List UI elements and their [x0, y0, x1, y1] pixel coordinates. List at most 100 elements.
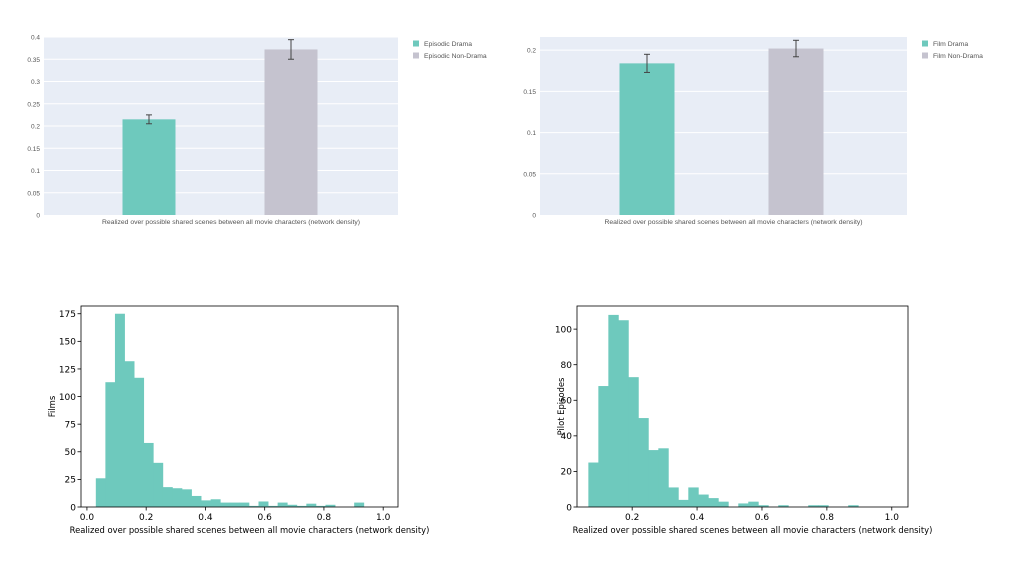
x-tick-label: 0.4: [690, 513, 705, 523]
y-tick-label: 0.05: [523, 171, 536, 178]
histogram-bin: [105, 382, 116, 507]
y-tick-label: 125: [59, 365, 76, 375]
x-tick-label: 0.8: [317, 513, 332, 523]
y-tick-label: 0.35: [27, 57, 40, 64]
y-tick-label: 80: [561, 361, 573, 371]
histogram-bin: [758, 505, 769, 507]
histogram-bin: [315, 505, 326, 507]
histogram-bin: [153, 462, 164, 507]
axes-frame: [80, 305, 399, 508]
histogram-bin: [114, 313, 125, 507]
histogram-1: 0 25 50 75 100 125 150 175 0.0 0.2 0.4 0.6 0.8 1.0 Rea…: [47, 305, 430, 535]
histogram-bin: [808, 505, 819, 507]
histogram-bin: [162, 487, 173, 507]
histogram-bin: [268, 505, 279, 507]
histogram-bin: [172, 488, 183, 507]
histogram-bin: [191, 495, 202, 507]
error-bar: [793, 39, 799, 58]
histogram-bin: [668, 487, 679, 507]
y-tick-label: 0: [36, 213, 40, 220]
histogram-bin: [618, 320, 629, 507]
x-tick-label: 0.4: [198, 513, 213, 523]
histogram-2: 0 20 40 60 80 100 0.2 0.4 0.6 0.8 1.0 Realized over…: [555, 305, 932, 535]
histogram-bin: [277, 502, 288, 507]
y-tick-label: 175: [59, 310, 76, 320]
x-tick-label: 0.6: [258, 513, 273, 523]
y-tick-label: 0.15: [27, 146, 40, 153]
histogram-bin: [306, 503, 317, 507]
axes-frame: [576, 305, 909, 508]
histogram-bin: [220, 502, 231, 507]
y-tick-label: 100: [555, 325, 572, 335]
y-tick-label: 25: [65, 476, 76, 486]
histogram-bin: [738, 503, 749, 507]
histogram-bin: [588, 462, 599, 507]
y-tick-label: 0: [532, 213, 536, 220]
histogram-bin: [598, 386, 609, 507]
histogram-bin: [354, 502, 365, 507]
legend-label: Episodic Drama: [424, 41, 472, 48]
y-tick-label: 0.2: [527, 48, 536, 55]
y-tick-label: 75: [65, 420, 76, 430]
x-tick-label: 0.8: [820, 513, 835, 523]
histogram-bin: [648, 450, 659, 507]
y-tick-label: 60: [561, 397, 573, 407]
histogram-bin: [748, 501, 759, 507]
legend-swatch: [413, 40, 419, 47]
y-tick-label: 0.4: [31, 35, 40, 42]
histogram-bin: [848, 505, 859, 507]
x-tick-label: 0.2: [625, 513, 639, 523]
histogram-bin: [718, 501, 729, 507]
histogram-bin: [778, 505, 789, 507]
y-axis-label: Pilot Episodes: [556, 378, 566, 436]
y-tick-label: 0.3: [31, 79, 40, 86]
error-bar: [288, 39, 294, 60]
histogram-bin: [325, 504, 336, 507]
histogram-bin: [181, 489, 192, 507]
y-tick-label: 0: [70, 503, 76, 513]
bar-film-non-drama: [768, 48, 824, 216]
histogram-bin: [210, 499, 221, 507]
bar-film-drama: [619, 63, 675, 216]
histogram-bin: [95, 478, 106, 507]
y-tick-label: 0.2: [31, 124, 40, 131]
legend-swatch: [922, 52, 928, 59]
x-axis-label: Realized over possible shared scenes bet…: [102, 219, 360, 226]
histogram-bin: [239, 502, 250, 507]
histogram-bin: [248, 505, 259, 507]
histogram-bin: [229, 502, 240, 507]
y-tick-label: 20: [561, 468, 573, 478]
bar-chart-2: 0 0.05 0.1 0.15 0.2 Realized over possible sh…: [523, 37, 983, 226]
x-axis-label: Realized over possible shared scenes bet…: [604, 219, 862, 226]
legend-swatch: [922, 40, 928, 47]
histogram-bin: [608, 314, 619, 507]
histogram-bin: [287, 504, 298, 507]
histogram-bin: [638, 418, 649, 507]
bar-episodic-drama: [122, 119, 176, 215]
y-tick-label: 40: [561, 432, 573, 442]
histogram-bin: [688, 487, 699, 507]
histogram-bin: [708, 498, 719, 507]
y-axis-label: Films: [47, 396, 57, 417]
histogram-bin: [678, 499, 689, 507]
histogram-bin: [124, 361, 135, 507]
x-tick-label: 0.2: [139, 513, 153, 523]
y-tick-label: 100: [59, 393, 76, 403]
y-tick-label: 150: [59, 338, 76, 348]
bar-chart-1: 0 0.05 0.1 0.15 0.2 0.25 0.3 0.35 0.4 Realized ov…: [27, 35, 487, 227]
x-tick-label: 1.0: [885, 513, 900, 523]
legend-label: Film Drama: [933, 41, 968, 48]
x-tick-label: 1.0: [376, 513, 391, 523]
legend-label: Episodic Non-Drama: [424, 53, 487, 60]
x-tick-label: 0.6: [755, 513, 770, 523]
error-bar: [146, 114, 152, 125]
legend-label: Film Non-Drama: [933, 53, 983, 60]
histogram-bin: [296, 505, 307, 507]
plot-background: [540, 37, 907, 215]
histogram-bin: [258, 501, 269, 507]
y-tick-label: 50: [65, 448, 77, 458]
x-axis-label: Realized over possible shared scenes bet…: [70, 525, 430, 535]
histogram-bin: [134, 377, 145, 507]
bar-episodic-non-drama: [264, 49, 318, 216]
